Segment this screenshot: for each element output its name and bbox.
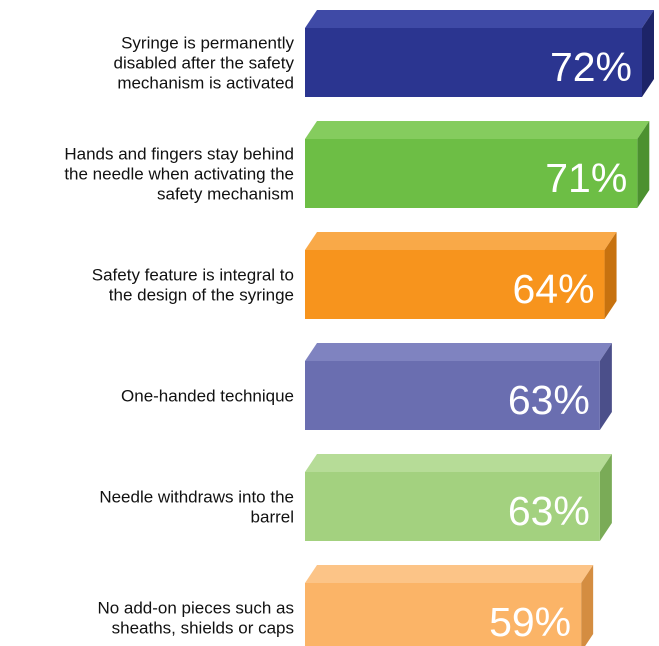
bar bbox=[305, 250, 605, 319]
data-label: 63% bbox=[508, 377, 590, 423]
bar-group: 72% Syringe is permanently disabled after … bbox=[113, 10, 654, 97]
bar-top-face bbox=[305, 454, 612, 472]
bar bbox=[305, 361, 600, 430]
category-label-line: disabled after the safety bbox=[113, 54, 294, 73]
bar-top-face bbox=[305, 343, 612, 361]
category-label: Needle withdraws into the barrel bbox=[99, 488, 294, 527]
data-label: 71% bbox=[545, 155, 627, 201]
bar-top-face bbox=[305, 121, 650, 139]
bar-group: 59% No add-on pieces such as sheaths, shie… bbox=[97, 565, 594, 646]
bar-group: 64% Safety feature is integral to the desi… bbox=[92, 232, 617, 319]
category-label-line: the design of the syringe bbox=[109, 286, 294, 305]
category-label-line: Safety feature is integral to bbox=[92, 266, 294, 285]
bar-side-face bbox=[599, 343, 612, 430]
category-label: Syringe is permanently disabled after the… bbox=[113, 34, 294, 93]
bar-top-face bbox=[305, 10, 654, 28]
bar bbox=[305, 472, 600, 541]
category-label-line: the needle when activating the bbox=[64, 165, 294, 184]
bar bbox=[305, 28, 642, 97]
bar bbox=[305, 583, 582, 646]
bar-top-face bbox=[305, 232, 617, 250]
bar-side-face bbox=[642, 10, 654, 97]
bar-side-face bbox=[599, 454, 612, 541]
bar-side-face bbox=[637, 121, 650, 208]
category-label: Hands and fingers stay behind the needle … bbox=[64, 145, 294, 204]
category-label-line: Syringe is permanently bbox=[121, 34, 294, 53]
category-label-line: mechanism is activated bbox=[117, 74, 294, 93]
bar-side-face bbox=[604, 232, 617, 319]
bar-group: 71% Hands and fingers stay behind the need… bbox=[64, 121, 650, 208]
bar bbox=[305, 139, 638, 208]
category-label-line: safety mechanism bbox=[157, 185, 294, 204]
data-label: 64% bbox=[512, 266, 594, 312]
category-label-line: One-handed technique bbox=[121, 387, 294, 406]
category-label-line: sheaths, shields or caps bbox=[112, 619, 294, 638]
category-label: Safety feature is integral to the design … bbox=[92, 266, 294, 305]
category-label-line: Needle withdraws into the bbox=[99, 488, 294, 507]
category-label-line: barrel bbox=[251, 508, 294, 527]
category-label-line: Hands and fingers stay behind bbox=[64, 145, 294, 164]
bar-top-face bbox=[305, 565, 594, 583]
data-label: 63% bbox=[508, 488, 590, 534]
category-label-line: No add-on pieces such as bbox=[97, 599, 294, 618]
category-label: One-handed technique bbox=[121, 387, 294, 406]
bar-group: 63% Needle withdraws into the barrel bbox=[99, 454, 612, 541]
data-label: 72% bbox=[550, 44, 632, 90]
category-label: No add-on pieces such as sheaths, shields… bbox=[97, 599, 294, 638]
data-label: 59% bbox=[489, 599, 571, 645]
bar-group: 63% One-handed technique bbox=[121, 343, 612, 430]
bar-side-face bbox=[581, 565, 594, 646]
